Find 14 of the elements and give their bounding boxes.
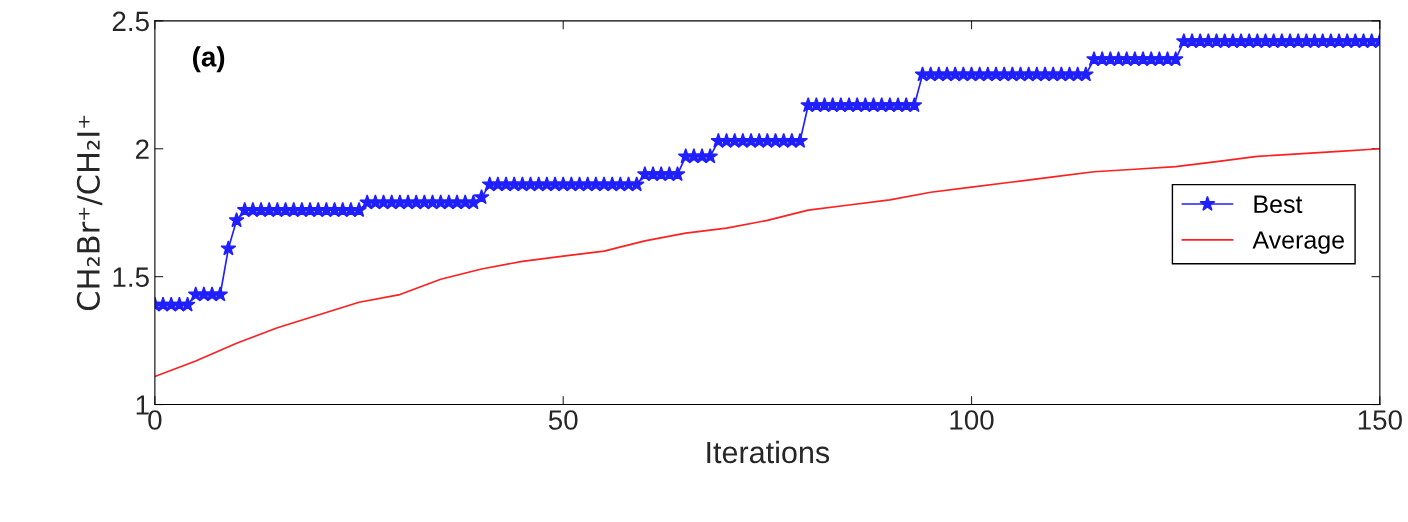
annotation: (a) <box>193 46 225 73</box>
legend-label: Best <box>1254 195 1303 214</box>
x-tick-label: 0 <box>148 410 162 430</box>
x-tick-label: 50 <box>548 410 578 430</box>
legend-label: Average <box>1252 231 1344 254</box>
x-tick-label: 150 <box>1358 410 1402 430</box>
y-tick-label: 2.5 <box>112 11 149 32</box>
x-axis-title: Iterations <box>707 440 830 464</box>
line-series <box>154 147 1380 378</box>
y-axis-title: CH₂Br⁺/CH₂I⁺ <box>76 115 103 311</box>
x-tick-label: 100 <box>950 410 994 430</box>
y-tick-label: 1.5 <box>113 267 149 287</box>
y-tick-label: 2 <box>135 139 149 159</box>
y-tick-label: 1 <box>136 395 149 415</box>
